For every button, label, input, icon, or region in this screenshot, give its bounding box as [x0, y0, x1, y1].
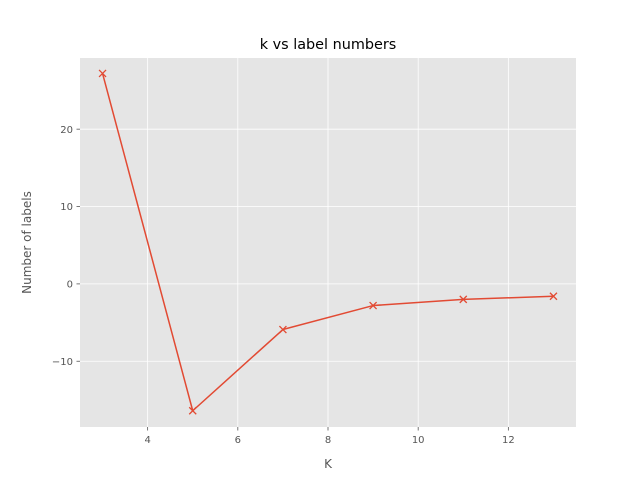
x-tick-label: 8 [325, 435, 331, 446]
x-axis-label: K [324, 457, 333, 471]
y-axis-ticks: −10 0 10 20 [52, 125, 80, 368]
x-tick-label: 4 [144, 435, 150, 446]
data-point-marker [278, 325, 287, 334]
grid [80, 58, 576, 427]
y-tick-label: −10 [52, 357, 73, 368]
x-tick-label: 10 [412, 435, 425, 446]
x-axis-ticks: 4 6 8 10 12 [144, 427, 515, 446]
series-line [101, 73, 554, 412]
y-axis-label: Number of labels [20, 191, 34, 294]
series-layer [98, 69, 558, 415]
data-point-marker [549, 292, 558, 301]
x-tick-label: 12 [502, 435, 515, 446]
data-point-marker [459, 295, 468, 304]
chart-title: k vs label numbers [260, 37, 397, 53]
y-tick-label: 10 [60, 202, 73, 213]
data-point-marker [188, 406, 197, 415]
data-point-marker [98, 69, 107, 78]
x-tick-label: 6 [235, 435, 241, 446]
y-tick-label: 20 [60, 125, 73, 136]
data-point-marker [369, 301, 378, 310]
y-tick-label: 0 [67, 279, 73, 290]
